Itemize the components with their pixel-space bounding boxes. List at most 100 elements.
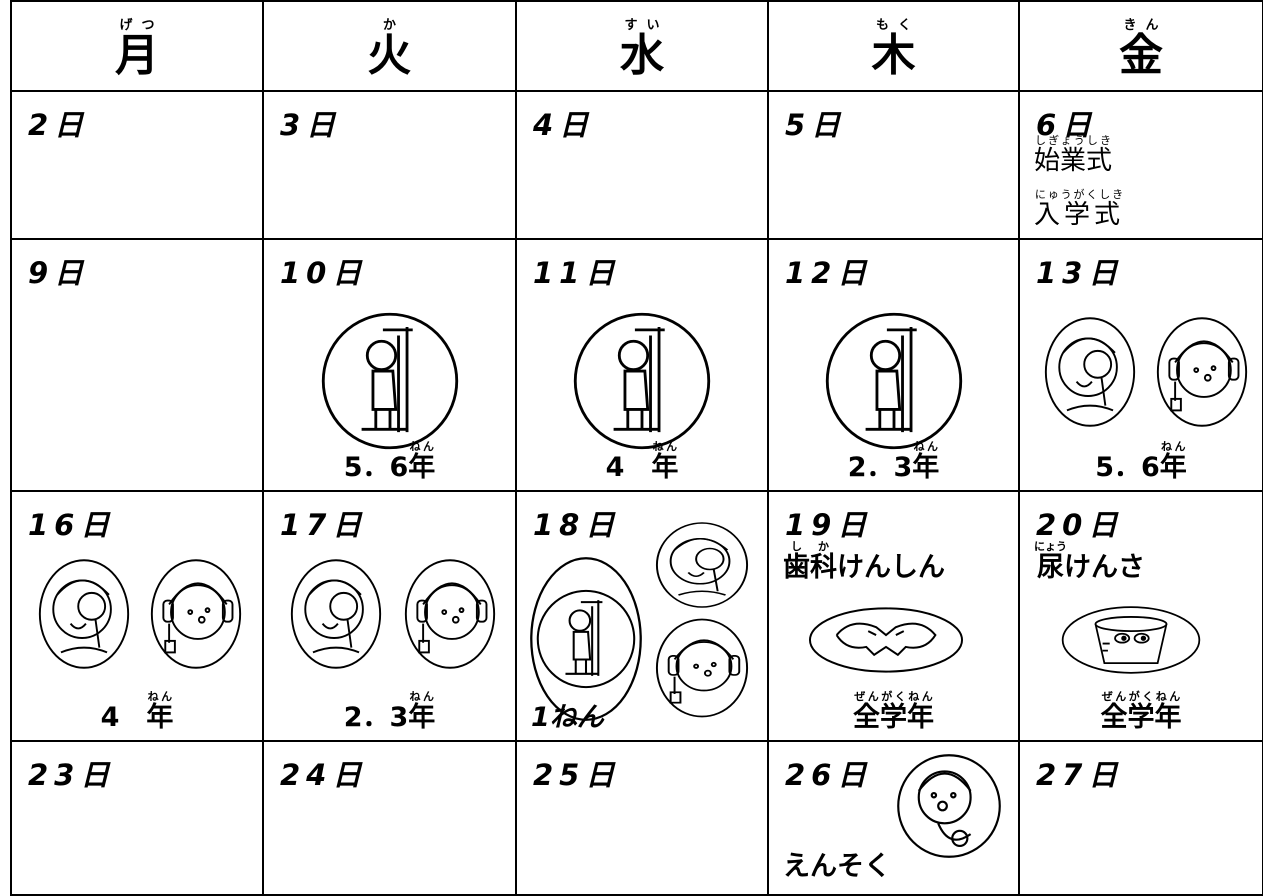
date: 5日 [785, 108, 847, 142]
date: 23日 [28, 758, 116, 792]
date: 12日 [785, 256, 873, 290]
grade-prefix: 2．3 [343, 702, 409, 733]
event: 始業式しぎょうしき [1034, 134, 1112, 174]
day-cell: 18日 1ねん [517, 492, 769, 742]
grade: 4 年ねん [12, 690, 262, 734]
grade-ruby-group: 年ねん [1159, 440, 1187, 483]
grade: 全学年ぜんがくねん [769, 690, 1018, 734]
calendar: 月げつ 火か 水すい 木もく 金きん 2日 3日 4日 5日 6日 始業式しぎょ… [10, 0, 1263, 896]
grade-prefix: 5．6 [1095, 452, 1160, 483]
eye-test-icon [36, 554, 132, 674]
grade-kanji: 年 [1159, 452, 1187, 483]
grade-kanji: 年 [912, 452, 940, 483]
height-icon [823, 310, 965, 452]
grade: 1ねん [531, 702, 604, 733]
grade-kanji: 年 [408, 452, 436, 483]
event-ruby: にゅうがくしき [1034, 188, 1124, 201]
height-icon [530, 557, 642, 721]
height-icon [571, 310, 713, 452]
date: 27日 [1036, 758, 1124, 792]
grade: 2．3年ねん [264, 690, 515, 734]
grade-ruby: ねん [408, 440, 436, 453]
grade-ruby-group: 年ねん [146, 690, 173, 733]
event-text: けんしん [837, 552, 945, 583]
date: 10日 [280, 256, 368, 290]
day-cell: 9日 [12, 240, 264, 492]
weekday: 水すい [620, 18, 664, 81]
date: 3日 [280, 108, 342, 142]
date: 20日 [1036, 508, 1124, 542]
grade: 5．6年ねん [264, 440, 515, 484]
cup-icon [1060, 600, 1202, 680]
header-cell: 木もく [769, 2, 1020, 92]
event-text: 始業式 [1034, 146, 1113, 176]
day-cell: 20日 尿にょうけんさ 全学年ぜんがくねん [1020, 492, 1263, 742]
nurse-icon [895, 752, 1003, 860]
eye-test-icon [1042, 312, 1138, 432]
weekday: 金きん [1119, 18, 1163, 81]
weekday: 木もく [872, 18, 916, 81]
event-ruby-group: 歯科しか [783, 540, 837, 583]
day-cell: 10日 5．6年ねん [264, 240, 517, 492]
day-cell: 11日 4 年ねん [517, 240, 769, 492]
grade-ruby-group: 年ねん [408, 690, 436, 733]
event: 入学式にゅうがくしき [1034, 188, 1124, 228]
day-cell: 23日 [12, 742, 264, 896]
day-cell: 26日 えんそく [769, 742, 1020, 896]
eye-test-icon [288, 554, 384, 674]
event-text: けんさ [1064, 552, 1145, 583]
teeth-icon [807, 604, 965, 676]
date: 6日 [1036, 108, 1098, 142]
day-cell: 6日 始業式しぎょうしき 入学式にゅうがくしき [1020, 92, 1263, 240]
event-ruby: しぎょうしき [1034, 134, 1113, 147]
date: 9日 [28, 256, 90, 290]
grade-kanji: 年 [408, 702, 436, 733]
date: 13日 [1036, 256, 1124, 290]
date: 2日 [28, 108, 90, 142]
date: 11日 [533, 256, 621, 290]
weekday-label: 月 [115, 30, 159, 81]
event-ruby: にょう [1034, 540, 1067, 553]
grade-ruby: ねん [408, 690, 436, 703]
day-cell: 16日 4 年ねん [12, 492, 264, 742]
grade-ruby: ぜんがくねん [853, 690, 934, 703]
event: 歯科しかけんしん [783, 540, 945, 584]
grade-ruby: ぜんがくねん [1100, 690, 1182, 703]
event-ruby-group: 尿にょう [1034, 540, 1067, 583]
grade-ruby-group: 年ねん [912, 440, 940, 483]
hearing-test-icon [402, 554, 498, 674]
weekday: 月げつ [115, 18, 159, 81]
day-cell: 2日 [12, 92, 264, 240]
day-cell: 27日 [1020, 742, 1263, 896]
day-cell: 13日 5．6年ねん [1020, 240, 1263, 492]
grade-ruby: ねん [1159, 440, 1187, 453]
grade-ruby: ねん [912, 440, 940, 453]
day-cell: 4日 [517, 92, 769, 240]
hearing-test-icon [653, 616, 751, 720]
hearing-test-icon [1154, 312, 1250, 432]
weekday-label: 金 [1119, 30, 1163, 81]
day-cell: 3日 [264, 92, 517, 240]
grade-ruby-group: 全学年ぜんがくねん [853, 690, 934, 733]
grade-kanji: 年 [651, 452, 679, 483]
header-cell: 月げつ [12, 2, 264, 92]
grade-prefix: 4 [100, 702, 147, 733]
event-ruby: しか [783, 540, 837, 553]
grade-kanji: 全学年 [1100, 702, 1182, 733]
weekday-label: 火 [367, 30, 412, 81]
day-cell: 24日 [264, 742, 517, 896]
date: 16日 [28, 508, 116, 542]
grade-ruby: ねん [651, 440, 679, 453]
grade-prefix: 5．6 [343, 452, 409, 483]
eye-test-icon [653, 520, 751, 610]
day-cell: 19日 歯科しかけんしん 全学年ぜんがくねん [769, 492, 1020, 742]
event-ruby-group: 始業式しぎょうしき [1034, 134, 1113, 176]
date: 24日 [280, 758, 368, 792]
grade: 4 年ねん [517, 440, 767, 484]
grade-ruby: ねん [146, 690, 174, 703]
grade-prefix: 2．3 [847, 452, 913, 483]
height-icon [319, 310, 461, 452]
grade-kanji: 全学年 [853, 702, 934, 733]
